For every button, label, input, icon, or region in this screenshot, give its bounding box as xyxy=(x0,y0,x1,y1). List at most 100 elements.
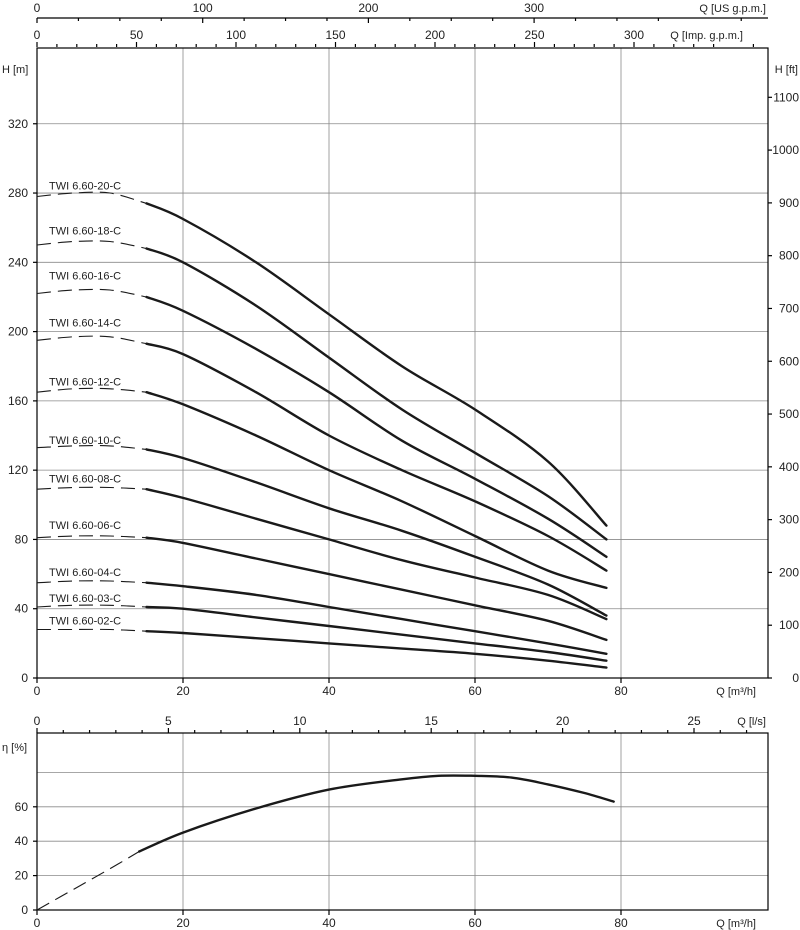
ft-tick-label: 600 xyxy=(779,354,799,368)
ft-tick-label: 400 xyxy=(779,460,799,474)
y-tick-label: 40 xyxy=(15,602,29,616)
curve-dashed-segment xyxy=(36,604,147,608)
y-tick-label: 40 xyxy=(15,834,29,848)
curve-label: TWI 6.60-08-C xyxy=(49,473,121,485)
curve-label: TWI 6.60-16-C xyxy=(49,271,121,283)
curve-label: TWI 6.60-14-C xyxy=(49,317,121,329)
y-axis-label: η [%] xyxy=(2,742,27,754)
y-tick-label: 320 xyxy=(8,117,28,131)
us-gpm-tick-label: 200 xyxy=(358,1,378,15)
imp-gpm-tick-label: 250 xyxy=(524,28,544,42)
head-curve xyxy=(145,605,608,662)
x-tick-label: 60 xyxy=(468,684,482,698)
head-curve xyxy=(145,391,608,590)
imp-gpm-tick-label: 0 xyxy=(34,28,41,42)
curve-label: TWI 6.60-12-C xyxy=(49,376,121,388)
efficiency-curve xyxy=(138,774,615,853)
y-tick-label: 60 xyxy=(15,800,29,814)
ls-tick-label: 10 xyxy=(293,714,307,728)
ft-tick-label: 800 xyxy=(779,249,799,263)
curve-label: TWI 6.60-06-C xyxy=(49,520,121,532)
head-curve xyxy=(145,448,608,617)
us-gpm-tick-label: 100 xyxy=(193,1,213,15)
us-gpm-tick-label: 0 xyxy=(34,1,41,15)
imp-gpm-axis-label: Q [Imp. g.p.m.] xyxy=(670,30,743,42)
x-tick-label: 0 xyxy=(34,916,41,930)
efficiency-panel: 0 5 10 15 20 25 Q [l/s] 0 20 40 60 80 Q [m³/h] 0 20 40 6… xyxy=(2,714,769,930)
imp-gpm-tick-label: 100 xyxy=(226,28,246,42)
curve-label: TWI 6.60-02-C xyxy=(49,615,121,627)
y-axis-right-label: H [ft] xyxy=(775,64,798,76)
ls-tick-label: 0 xyxy=(34,714,41,728)
ft-tick-label: 700 xyxy=(779,301,799,315)
x-tick-label: 20 xyxy=(176,684,190,698)
imp-gpm-tick-label: 300 xyxy=(624,28,644,42)
y-tick-label: 200 xyxy=(8,325,28,339)
us-gpm-tick-label: 300 xyxy=(524,1,544,15)
x-tick-label: 40 xyxy=(322,684,336,698)
x-tick-label: 20 xyxy=(176,916,190,930)
ft-tick-label: 200 xyxy=(779,565,799,579)
head-panel: 0 20 40 60 80 Q [m³/h] 0 40 80 120 160 200 240 280 320… xyxy=(2,1,799,698)
ls-axis-label: Q [l/s] xyxy=(737,716,766,728)
curve-label: TWI 6.60-10-C xyxy=(49,435,121,447)
ft-tick-label: 100 xyxy=(779,618,799,632)
ls-tick-label: 20 xyxy=(556,714,570,728)
y-tick-label: 0 xyxy=(21,903,28,917)
curve-dashed-segment xyxy=(36,335,147,345)
y-tick-label: 0 xyxy=(21,671,28,685)
ft-tick-label: 500 xyxy=(779,407,799,421)
curve-dashed-segment xyxy=(36,445,147,450)
head-curve xyxy=(145,630,608,669)
ft-tick-label: 300 xyxy=(779,513,799,527)
y-tick-label: 120 xyxy=(8,463,28,477)
curve-dashed-segment xyxy=(36,628,147,632)
ft-tick-label: 1100 xyxy=(773,90,799,104)
y-tick-label: 240 xyxy=(8,255,28,269)
x-axis-label: Q [m³/h] xyxy=(716,918,756,930)
y-tick-label: 20 xyxy=(15,869,29,883)
efficiency-curve-dashed-segment xyxy=(36,851,140,911)
x-tick-label: 40 xyxy=(322,916,336,930)
ft-tick-label: 0 xyxy=(792,671,799,685)
head-curve xyxy=(145,202,608,527)
ls-tick-label: 25 xyxy=(687,714,701,728)
curve-dashed-segment xyxy=(36,240,147,250)
x-tick-label: 0 xyxy=(34,684,41,698)
curve-dashed-segment xyxy=(36,580,147,584)
x-axis-label: Q [m³/h] xyxy=(716,686,756,698)
curve-label: TWI 6.60-04-C xyxy=(49,567,121,579)
ft-tick-label: 1000 xyxy=(772,143,799,157)
ls-tick-label: 5 xyxy=(165,714,172,728)
x-tick-label: 80 xyxy=(614,684,628,698)
head-curve xyxy=(145,488,608,621)
curve-label: TWI 6.60-03-C xyxy=(49,593,121,605)
head-curve xyxy=(145,247,608,541)
head-curve xyxy=(145,581,608,655)
head-curve xyxy=(145,536,608,642)
plot-frame xyxy=(36,732,769,911)
imp-gpm-tick-label: 200 xyxy=(425,28,445,42)
us-gpm-axis-label: Q [US g.p.m.] xyxy=(699,3,766,15)
imp-gpm-tick-label: 50 xyxy=(130,28,144,42)
y-axis-label: H [m] xyxy=(2,64,28,76)
head-curve xyxy=(145,295,608,558)
ls-tick-label: 15 xyxy=(425,714,439,728)
head-curve xyxy=(145,342,608,572)
curve-dashed-segment xyxy=(36,288,147,298)
curve-dashed-segment xyxy=(36,191,147,204)
y-tick-label: 280 xyxy=(8,186,28,200)
ft-tick-label: 900 xyxy=(779,196,799,210)
curve-dashed-segment xyxy=(36,486,147,490)
imp-gpm-tick-label: 150 xyxy=(325,28,345,42)
curve-dashed-segment xyxy=(36,535,147,539)
y-tick-label: 160 xyxy=(8,394,28,408)
x-tick-label: 80 xyxy=(614,916,628,930)
plot-frame xyxy=(36,47,769,679)
y-tick-label: 80 xyxy=(15,532,29,546)
curve-label: TWI 6.60-18-C xyxy=(49,226,121,238)
x-tick-label: 60 xyxy=(468,916,482,930)
curve-label: TWI 6.60-20-C xyxy=(49,181,121,193)
curve-dashed-segment xyxy=(36,387,147,393)
